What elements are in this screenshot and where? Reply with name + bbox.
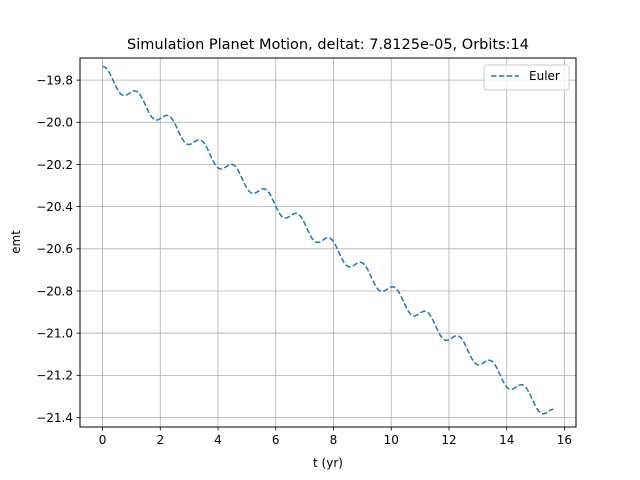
x-tick-label: 12: [441, 433, 456, 447]
legend-box: [483, 64, 570, 91]
x-tick-label: 2: [156, 433, 164, 447]
chart-title: Simulation Planet Motion, deltat: 7.8125…: [127, 37, 529, 53]
y-tick-label: −20.0: [36, 116, 73, 130]
y-tick-label: −21.2: [36, 369, 73, 383]
x-tick-label: 16: [557, 433, 572, 447]
legend: Euler: [483, 64, 570, 91]
series-line-euler: [102, 65, 554, 415]
x-tick-label: 14: [499, 433, 514, 447]
y-tick-label: −20.8: [36, 284, 73, 298]
series-layer: [102, 65, 554, 415]
legend-label-euler: Euler: [529, 69, 560, 83]
y-tick-label: −19.8: [36, 73, 73, 87]
x-tick-label: 10: [384, 433, 399, 447]
y-tick-label: −21.0: [36, 326, 73, 340]
x-tick-label: 4: [214, 433, 222, 447]
x-tick-label: 6: [272, 433, 280, 447]
x-tick-label: 8: [330, 433, 338, 447]
axes-frame: [79, 57, 577, 428]
y-tick-label: −20.6: [36, 242, 73, 256]
y-tick-label: −20.2: [36, 158, 73, 172]
y-axis-label: emt: [9, 230, 23, 254]
y-axis-ticks: −19.8 −20.0 −20.2 −20.4 −20.6 −20.8 −21.0 −21.2…: [36, 73, 80, 425]
x-tick-label: 0: [99, 433, 107, 447]
y-tick-label: −21.4: [36, 411, 73, 425]
x-axis-ticks: 0 2 4 6 8 10 12 14 16: [99, 427, 572, 447]
x-axis-label: t (yr): [313, 456, 343, 470]
y-tick-label: −20.4: [36, 200, 73, 214]
